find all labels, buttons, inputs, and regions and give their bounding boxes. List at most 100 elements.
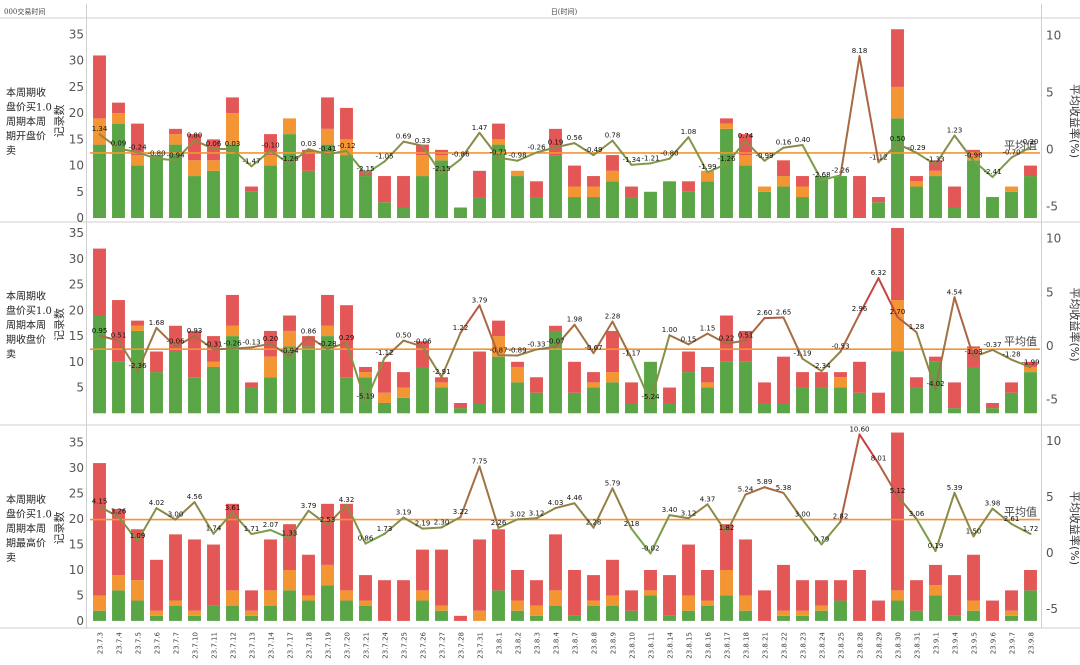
bar-segment-green — [758, 192, 771, 218]
y-tick-label: 20 — [69, 512, 84, 526]
bar-segment-red — [834, 372, 847, 377]
bar-segment-orange — [815, 606, 828, 611]
return-data-label: 8.01 — [871, 454, 887, 462]
return-data-label: -2.36 — [128, 362, 147, 370]
bar-segment-red — [245, 187, 258, 192]
bar-segment-orange — [1005, 187, 1018, 192]
row-label-line: 周期本周 — [6, 522, 46, 535]
y-tick-label: 35 — [69, 226, 84, 240]
bar-segment-green — [853, 393, 866, 414]
bar-segment-green — [777, 187, 790, 218]
y2-tick-label: 0 — [1046, 143, 1054, 157]
x-tick-label: 23.8.23 — [800, 632, 808, 659]
bar-segment-orange — [378, 393, 391, 403]
return-data-label: -0.70 — [1002, 149, 1020, 157]
x-tick-label: 23.7.10 — [192, 632, 200, 659]
bar-segment-red — [606, 560, 619, 596]
return-data-label: 5.79 — [605, 479, 621, 487]
bar-segment-green — [777, 403, 790, 413]
bar-segment-green — [948, 408, 961, 413]
return-data-label: 3.22 — [453, 508, 469, 516]
return-data-label: -0.07 — [546, 338, 564, 346]
bar-segment-red — [454, 616, 467, 621]
bar-segment-green — [1005, 616, 1018, 621]
bar-segment-red — [758, 590, 771, 621]
bar-segment-green — [1024, 372, 1037, 413]
return-data-label: 1.72 — [1023, 525, 1039, 533]
bar-segment-green — [207, 367, 220, 413]
bar-segment-orange — [188, 611, 201, 616]
bar-segment-green — [340, 155, 353, 218]
bar-segment-orange — [682, 595, 695, 610]
x-tick-label: 23.8.29 — [876, 632, 884, 659]
bar-segment-red — [872, 393, 885, 414]
return-data-label: -0.26 — [223, 340, 242, 348]
bar-segment-green — [986, 408, 999, 413]
bar-segment-red — [891, 29, 904, 87]
bar-segment-orange — [283, 570, 296, 590]
bar-segment-red — [321, 504, 334, 565]
bar-segment-red — [644, 570, 657, 590]
bar-segment-green — [758, 403, 771, 413]
bar-segment-green — [891, 352, 904, 414]
bar-segment-green — [530, 393, 543, 414]
bar-segment-orange — [321, 129, 334, 145]
return-data-label: 4.54 — [947, 288, 963, 296]
bar-segment-red — [758, 382, 771, 403]
bar-segment-orange — [796, 611, 809, 616]
return-data-label: 1.47 — [472, 124, 488, 132]
return-data-label: 3.19 — [396, 508, 412, 516]
x-tick-label: 23.8.31 — [914, 632, 922, 659]
bar-segment-green — [796, 388, 809, 414]
return-data-label: -1.12 — [869, 153, 887, 161]
chart-panel-1: 本周期收盘价买1.0周期本周期开盘价卖05101520253035-50510记… — [6, 27, 1080, 225]
bar-segment-orange — [340, 590, 353, 600]
x-tick-label: 23.8.14 — [667, 631, 675, 658]
bar-segment-green — [264, 606, 277, 621]
x-tick-label: 23.7.4 — [116, 631, 124, 654]
bar-segment-green — [340, 377, 353, 413]
bar-segment-orange — [967, 601, 980, 611]
return-data-label: 1.34 — [92, 125, 108, 133]
bar-segment-red — [150, 352, 163, 373]
return-data-label: 0.15 — [681, 335, 697, 343]
y-tick-label: 15 — [69, 538, 84, 552]
return-data-label: -0.98 — [508, 152, 526, 160]
bar-segment-orange — [169, 601, 182, 606]
y2-tick-label: 0 — [1046, 339, 1054, 353]
y2-tick-label: 5 — [1046, 490, 1054, 504]
bar-segment-green — [644, 192, 657, 218]
bar-segment-red — [245, 590, 258, 610]
bar-segment-orange — [435, 155, 448, 160]
y-tick-label: 30 — [69, 461, 84, 475]
return-data-label: -0.80 — [147, 150, 165, 158]
x-tick-label: 23.8.24 — [819, 631, 827, 658]
x-tick-label: 23.8.8 — [591, 632, 599, 654]
bar-segment-green — [891, 601, 904, 621]
y-tick-label: 10 — [69, 563, 84, 577]
bar-segment-green — [549, 155, 562, 218]
bar-segment-red — [93, 249, 106, 316]
bar-segment-orange — [435, 382, 448, 387]
x-tick-label: 23.7.19 — [325, 632, 333, 659]
return-data-label: 2.30 — [434, 518, 450, 526]
return-data-label: 3.00 — [795, 511, 811, 519]
return-data-label: -5.19 — [356, 393, 374, 401]
bar-segment-red — [872, 197, 885, 202]
bar-segment-green — [815, 611, 828, 621]
return-data-label: 3.40 — [662, 506, 678, 514]
y-tick-label: 15 — [69, 329, 84, 343]
bar-segment-green — [226, 145, 239, 218]
bar-segment-green — [93, 611, 106, 621]
bar-segment-red — [321, 295, 334, 326]
bar-segment-red — [739, 539, 752, 595]
bar-segment-red — [701, 367, 714, 382]
bar-segment-red — [492, 124, 505, 140]
return-data-label: -1.33 — [926, 156, 944, 164]
bar-segment-green — [112, 124, 125, 218]
bar-segment-orange — [492, 139, 505, 144]
return-data-label: -0.06 — [413, 338, 432, 346]
bar-segment-green — [796, 197, 809, 218]
bar-segment-red — [796, 372, 809, 387]
